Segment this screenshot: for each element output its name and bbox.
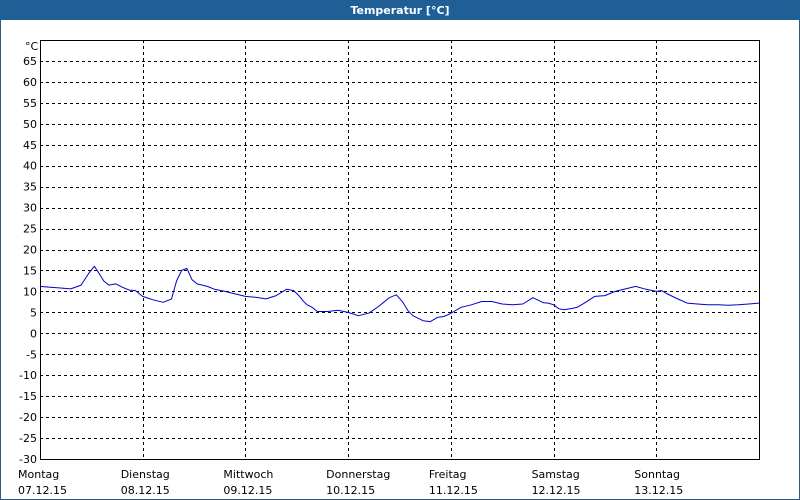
y-tick-label: 40 (23, 160, 37, 173)
x-day-label: Freitag (429, 468, 467, 481)
x-date-label: 10.12.15 (326, 484, 375, 497)
y-tick-label: 65 (23, 55, 37, 68)
x-day-label: Montag (18, 468, 59, 481)
y-tick-label: 60 (23, 76, 37, 89)
y-tick-label: -25 (19, 432, 37, 445)
y-tick-label: 5 (30, 306, 37, 319)
y-tick-label: 15 (23, 264, 37, 277)
x-day-label: Dienstag (121, 468, 170, 481)
y-tick-label: 45 (23, 139, 37, 152)
y-axis-ticks: -30 -25 -20 -15 -10 -5 0 5 10 15 20 25 30 35 40 45 50 55 6… (19, 55, 37, 466)
x-date-label: 07.12.15 (18, 484, 67, 497)
x-day-label: Sonntag (634, 468, 680, 481)
y-tick-label: 0 (30, 327, 37, 340)
y-axis-unit-label: °C (25, 40, 39, 53)
y-tick-label: -10 (19, 369, 37, 382)
y-tick-label: 35 (23, 181, 37, 194)
series (39, 265, 760, 323)
x-date-label: 09.12.15 (223, 484, 272, 497)
y-tick-label: -5 (26, 348, 37, 361)
plot-area (40, 40, 760, 460)
y-tick-label: 10 (23, 285, 37, 298)
grid (40, 40, 759, 459)
y-tick-label: 20 (23, 244, 37, 257)
x-date-label: 12.12.15 (532, 484, 581, 497)
y-tick-label: -20 (19, 411, 37, 424)
y-tick-label: 55 (23, 97, 37, 110)
x-date-label: 08.12.15 (121, 484, 170, 497)
x-date-label: 13.12.15 (634, 484, 683, 497)
y-tick-label: 25 (23, 223, 37, 236)
x-day-label: Donnerstag (326, 468, 390, 481)
x-date-label: 11.12.15 (429, 484, 478, 497)
x-axis-labels: Montag 07.12.15 Dienstag 08.12.15 Mittwoch 09… (18, 468, 683, 497)
y-tick-label: -15 (19, 390, 37, 403)
temperature-series-line (39, 265, 760, 323)
y-tick-label: 30 (23, 202, 37, 215)
x-day-label: Samstag (532, 468, 580, 481)
y-tick-label: 50 (23, 118, 37, 131)
chart-title: Temperatur [°C] (1, 1, 799, 20)
y-tick-label: -30 (19, 453, 37, 466)
x-day-label: Mittwoch (223, 468, 273, 481)
